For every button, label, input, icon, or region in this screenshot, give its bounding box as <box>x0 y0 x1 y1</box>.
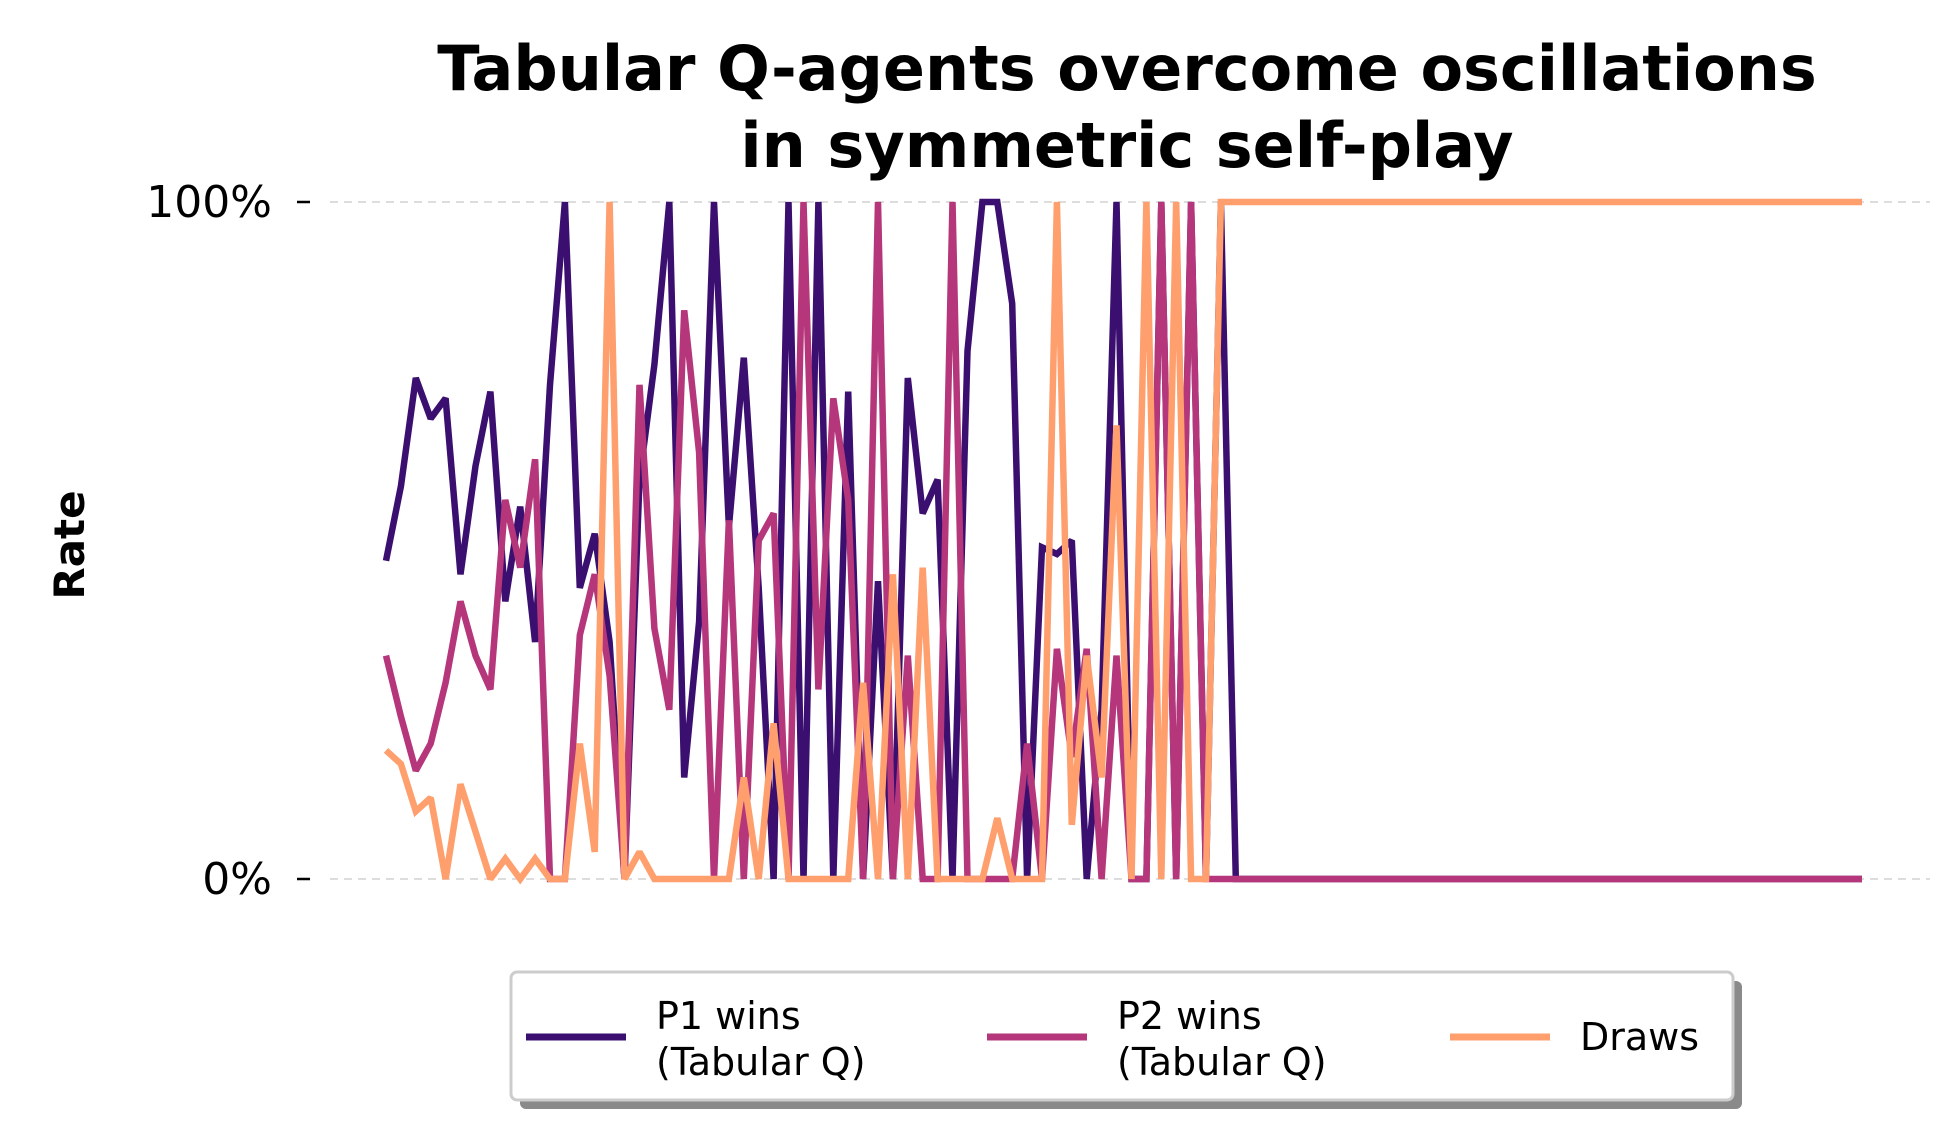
y-axis-label: Rate <box>45 490 94 599</box>
plot-area <box>382 198 1862 885</box>
legend-box <box>509 970 1735 1102</box>
chart-title-line-1: Tabular Q-agents overcome oscillations <box>437 32 1817 105</box>
y-tick-label: 0% <box>202 854 272 905</box>
y-axis-ticks: 0% 100% <box>146 177 310 905</box>
y-tick-label: 100% <box>146 177 272 228</box>
series-line-2 <box>382 201 1862 883</box>
legend-label-1: P1 wins (Tabular Q) <box>656 994 866 1084</box>
chart-title-line-2: in symmetric self-play <box>740 109 1513 182</box>
series-line-3 <box>383 198 1862 885</box>
legend-label-3: Draws <box>1580 1015 1699 1059</box>
legend: P1 wins (Tabular Q) P2 wins (Tabular Q) Draw… <box>509 970 1742 1109</box>
legend-label-2: P2 wins (Tabular Q) <box>1117 994 1327 1084</box>
